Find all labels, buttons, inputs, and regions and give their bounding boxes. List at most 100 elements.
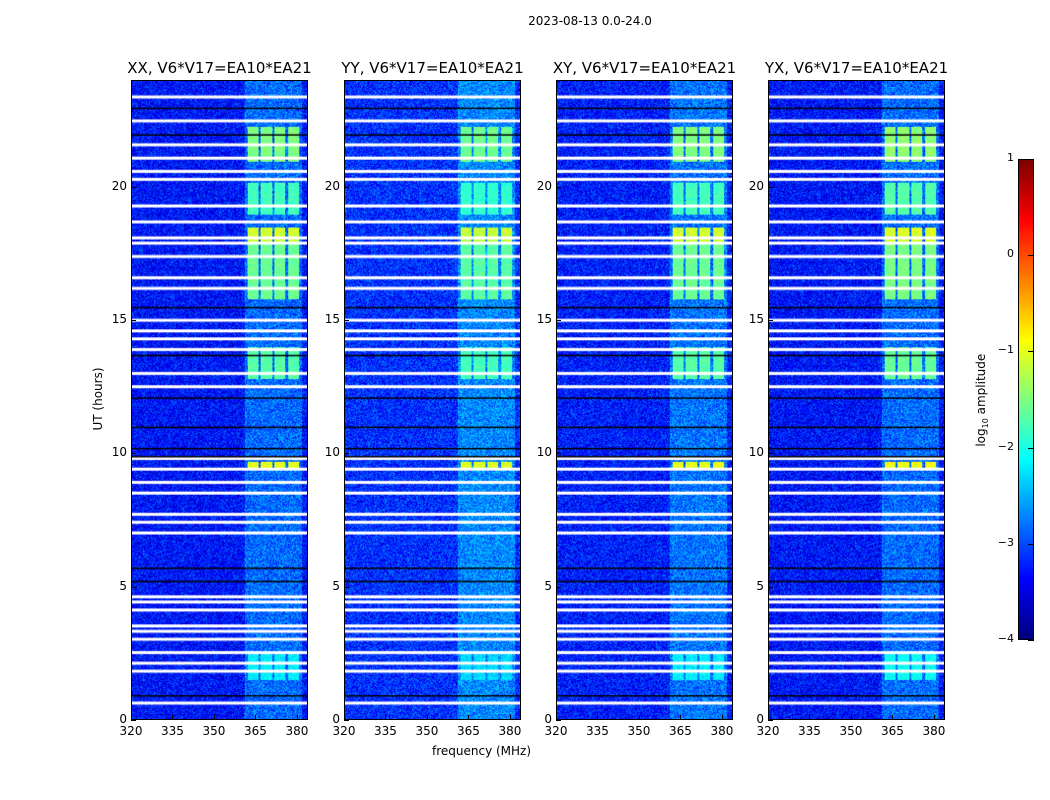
x-tick-mark [892, 715, 894, 720]
colorbar-tick-mark [1028, 447, 1034, 449]
x-tick-mark [597, 715, 599, 720]
y-tick-mark [768, 453, 773, 455]
waterfall-heatmap [556, 80, 733, 720]
x-tick-mark [721, 715, 723, 720]
panel-title: XX, V6*V17=EA10*EA21 [127, 59, 312, 77]
y-tick-mark [344, 453, 349, 455]
y-tick-label: 15 [324, 312, 340, 326]
colorbar-label-suffix: amplitude [973, 353, 988, 419]
y-tick-label: 0 [332, 712, 340, 726]
y-tick-mark [556, 586, 561, 588]
y-axis-label: UT (hours) [91, 367, 105, 431]
y-tick-mark [344, 186, 349, 188]
y-tick-label: 5 [544, 578, 552, 593]
colorbar-tick-label: −3 [997, 535, 1014, 549]
colorbar [1018, 159, 1034, 640]
colorbar-tick-label: −1 [997, 343, 1014, 357]
x-tick-label: 320 [544, 724, 568, 738]
y-tick-mark [344, 320, 349, 321]
panel-title: YX, V6*V17=EA10*EA21 [764, 59, 949, 77]
y-tick-label: 20 [324, 178, 340, 193]
x-tick-label: 350 [415, 724, 439, 738]
y-tick-label: 15 [536, 312, 552, 326]
y-tick-mark [344, 720, 349, 721]
x-tick-label: 380 [710, 724, 734, 738]
x-tick-label: 380 [285, 724, 309, 738]
x-tick-label: 335 [374, 724, 397, 738]
colorbar-tick-mark [1028, 543, 1034, 545]
x-tick-mark [213, 715, 215, 720]
y-tick-mark [768, 720, 773, 721]
x-tick-label: 335 [586, 724, 609, 738]
y-tick-label: 10 [748, 445, 764, 460]
y-tick-mark [344, 586, 349, 588]
x-tick-mark [255, 715, 257, 720]
x-tick-label: 380 [922, 724, 946, 738]
x-tick-mark [768, 715, 769, 720]
x-tick-mark [385, 715, 387, 720]
x-tick-label: 365 [881, 724, 904, 738]
y-tick-label: 0 [544, 712, 552, 726]
y-tick-label: 5 [756, 578, 764, 593]
y-tick-mark [131, 186, 136, 188]
x-tick-label: 365 [457, 724, 480, 738]
x-tick-mark [131, 715, 132, 720]
x-tick-label: 380 [498, 724, 522, 738]
x-tick-mark [638, 715, 640, 720]
y-tick-mark [556, 320, 561, 321]
y-tick-label: 5 [332, 578, 340, 593]
x-tick-mark [468, 715, 470, 720]
x-tick-label: 365 [669, 724, 692, 738]
colorbar-label-log: log [973, 428, 988, 447]
y-tick-mark [131, 320, 136, 321]
y-tick-label: 20 [748, 178, 764, 193]
x-tick-mark [809, 715, 811, 720]
panel-title: YY, V6*V17=EA10*EA21 [341, 59, 524, 77]
panel-title: XY, V6*V17=EA10*EA21 [552, 59, 737, 77]
x-tick-mark [933, 715, 935, 720]
y-tick-mark [556, 186, 561, 188]
y-tick-label: 10 [324, 445, 340, 460]
y-tick-label: 10 [111, 445, 127, 460]
y-tick-mark [556, 720, 561, 721]
y-tick-mark [768, 186, 773, 188]
x-tick-mark [680, 715, 682, 720]
colorbar-tick-label: −2 [997, 439, 1014, 453]
x-tick-label: 320 [119, 724, 143, 738]
x-tick-label: 320 [332, 724, 356, 738]
colorbar-label: log10 amplitude [974, 340, 990, 460]
y-tick-label: 10 [536, 445, 552, 460]
x-tick-mark [296, 715, 298, 720]
x-tick-label: 320 [756, 724, 780, 738]
y-tick-label: 0 [119, 712, 127, 726]
y-tick-label: 0 [756, 712, 764, 726]
y-tick-mark [556, 453, 561, 455]
colorbar-tick-label: −4 [997, 632, 1014, 645]
y-tick-mark [768, 320, 773, 321]
colorbar-tick-label: 0 [1007, 247, 1014, 261]
x-tick-mark [556, 715, 557, 720]
y-tick-label: 20 [111, 178, 127, 193]
y-tick-mark [768, 586, 773, 588]
waterfall-heatmap [344, 80, 521, 720]
waterfall-heatmap [768, 80, 945, 720]
x-tick-label: 350 [839, 724, 863, 738]
colorbar-tick-mark [1028, 351, 1034, 353]
colorbar-tick-mark [1028, 159, 1034, 160]
y-tick-mark [131, 720, 136, 721]
x-tick-label: 335 [161, 724, 184, 738]
y-tick-label: 5 [119, 578, 127, 593]
x-tick-label: 335 [798, 724, 821, 738]
x-tick-label: 350 [627, 724, 651, 738]
x-tick-mark [850, 715, 852, 720]
y-tick-mark [131, 586, 136, 588]
y-tick-label: 15 [748, 312, 764, 326]
colorbar-tick-mark [1028, 255, 1034, 257]
x-tick-label: 365 [244, 724, 267, 738]
x-tick-mark [172, 715, 174, 720]
colorbar-label-sub: 10 [981, 418, 991, 429]
y-tick-label: 15 [111, 312, 127, 326]
x-tick-mark [509, 715, 511, 720]
colorbar-tick-mark [1028, 640, 1034, 641]
